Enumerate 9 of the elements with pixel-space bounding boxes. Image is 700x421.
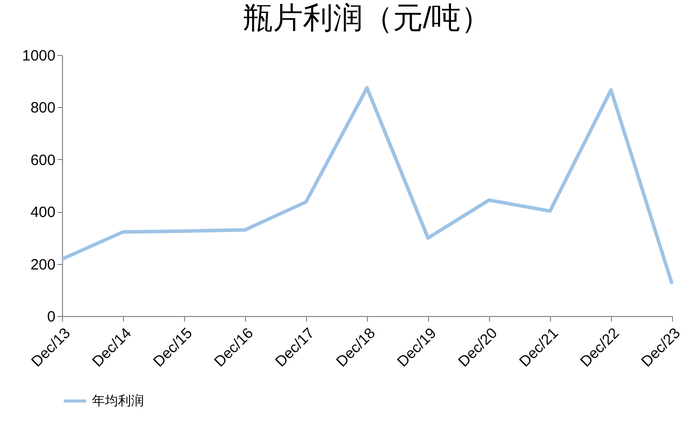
y-tick-label: 1000 — [22, 48, 56, 64]
y-tick-label: 200 — [30, 256, 56, 274]
legend-label: 年均利润 — [92, 393, 144, 408]
line-series — [60, 86, 674, 286]
y-tick-label: 600 — [30, 152, 56, 169]
y-tick-label: 0 — [47, 308, 56, 326]
y-tick-label: 400 — [30, 204, 56, 222]
chart-title: 瓶片利润（元/吨） — [242, 2, 492, 35]
y-tick-label: 800 — [30, 100, 56, 117]
